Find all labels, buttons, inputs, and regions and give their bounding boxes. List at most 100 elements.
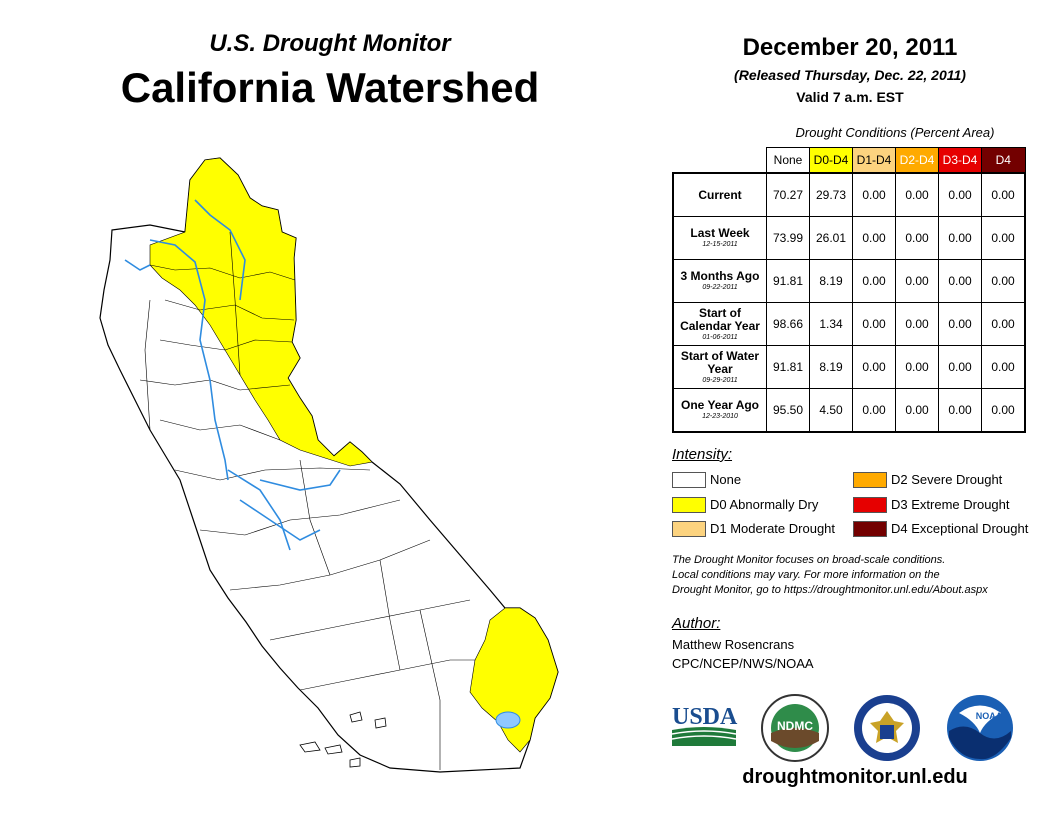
cell-value: 26.01 <box>809 216 853 260</box>
cell-value: 1.34 <box>809 302 853 346</box>
row-date: 09-29-2011 <box>702 376 738 384</box>
california-watershed-map <box>99 157 559 773</box>
cell-value: 0.00 <box>981 302 1026 346</box>
cell-value: 91.81 <box>766 259 810 303</box>
noaa-logo-text: NOAA <box>976 711 1003 721</box>
legend-item-d2: D2 Severe Drought <box>853 472 1043 490</box>
cell-value: 0.00 <box>938 216 982 260</box>
table-row: 3 Months Ago 09-22-2011 91.81 8.19 0.00 0… <box>672 259 1026 303</box>
cell-value: 0.00 <box>981 388 1026 433</box>
col-header-d4: D4 <box>981 147 1026 174</box>
map-title: California Watershed <box>120 64 540 111</box>
ndmc-logo: NDMC <box>761 694 829 762</box>
ndmc-logo-text: NDMC <box>777 719 813 733</box>
cell-value: 0.00 <box>938 388 982 433</box>
cell-value: 4.50 <box>809 388 853 433</box>
legend-label: D1 Moderate Drought <box>710 521 836 536</box>
table-row: Current 70.27 29.73 0.00 0.00 0.00 0.00 <box>672 172 1026 217</box>
cell-value: 0.00 <box>895 302 939 346</box>
cell-value: 0.00 <box>852 302 896 346</box>
channel-islands <box>299 711 387 768</box>
legend-swatch <box>672 521 706 537</box>
cell-value: 0.00 <box>938 172 982 217</box>
usda-logo-text: USDA <box>672 704 738 730</box>
row-label-last-week: Last Week 12-15-2011 <box>672 216 767 260</box>
cell-value: 0.00 <box>981 216 1026 260</box>
row-date: 09-22-2011 <box>702 284 738 291</box>
legend-label: D4 Exceptional Drought <box>891 521 1029 536</box>
cell-value: 29.73 <box>809 172 853 217</box>
author-org: CPC/NCEP/NWS/NOAA <box>672 656 814 671</box>
legend-swatch <box>853 472 887 488</box>
author-name: Matthew Rosencrans <box>672 637 795 652</box>
cell-value: 0.00 <box>895 388 939 433</box>
legend-item-d1: D1 Moderate Drought <box>672 521 852 539</box>
cell-value: 0.00 <box>852 216 896 260</box>
row-label-start-calendar-year: Start of Calendar Year 01-06-2011 <box>672 302 767 346</box>
table-row: Start of Water Year 09-29-2011 91.81 8.19… <box>672 345 1026 389</box>
table-row: One Year Ago 12-23-2010 95.50 4.50 0.00 0… <box>672 388 1026 433</box>
disclaimer-line: Local conditions may vary. For more info… <box>672 569 940 581</box>
release-date: (Released Thursday, Dec. 22, 2011) <box>734 67 966 83</box>
cell-value: 0.00 <box>895 259 939 303</box>
legend-swatch <box>672 497 706 513</box>
cell-value: 0.00 <box>852 388 896 433</box>
cell-value: 8.19 <box>809 259 853 303</box>
cell-value: 0.00 <box>852 172 896 217</box>
salton-sea <box>495 711 521 729</box>
col-header-d1-d4: D1-D4 <box>852 147 896 174</box>
cell-value: 0.00 <box>895 216 939 260</box>
legend-item-d0: D0 Abnormally Dry <box>672 497 852 515</box>
cell-value: 73.99 <box>766 216 810 260</box>
table-header-row: None D0-D4 D1-D4 D2-D4 D3-D4 D4 <box>673 147 1026 174</box>
cell-value: 0.00 <box>938 259 982 303</box>
legend-item-none: None <box>672 472 852 490</box>
row-date: 12-23-2010 <box>702 413 738 420</box>
noaa-logo: NOAA <box>947 695 1013 761</box>
table-row: Last Week 12-15-2011 73.99 26.01 0.00 0.0… <box>672 216 1026 260</box>
row-date: 12-15-2011 <box>702 241 738 248</box>
col-header-d2-d4: D2-D4 <box>895 147 939 174</box>
row-label-one-year-ago: One Year Ago 12-23-2010 <box>672 388 767 433</box>
cell-value: 98.66 <box>766 302 810 346</box>
cell-value: 91.81 <box>766 345 810 389</box>
disclaimer-text: The Drought Monitor focuses on broad-sca… <box>672 553 1042 598</box>
legend-item-d4: D4 Exceptional Drought <box>853 521 1043 539</box>
cell-value: 0.00 <box>852 259 896 303</box>
cell-value: 8.19 <box>809 345 853 389</box>
footer-url[interactable]: droughtmonitor.unl.edu <box>742 766 968 788</box>
d0-region-south <box>469 607 559 753</box>
map-subtitle: U.S. Drought Monitor <box>209 30 451 57</box>
cell-value: 95.50 <box>766 388 810 433</box>
legend-item-d3: D3 Extreme Drought <box>853 497 1043 515</box>
table-row: Start of Calendar Year 01-06-2011 98.66 1… <box>672 302 1026 346</box>
usda-logo: USDA <box>671 704 738 746</box>
valid-time: Valid 7 a.m. EST <box>796 89 904 105</box>
map-date: December 20, 2011 <box>742 34 958 61</box>
d0-region-north <box>149 157 373 467</box>
legend-label: D3 Extreme Drought <box>891 497 1010 512</box>
cell-value: 0.00 <box>852 345 896 389</box>
col-header-d0-d4: D0-D4 <box>809 147 853 174</box>
commerce-seal-logo <box>854 695 920 761</box>
table-corner <box>673 148 767 174</box>
cell-value: 0.00 <box>895 172 939 217</box>
legend-label: D0 Abnormally Dry <box>710 497 819 512</box>
conditions-table: None D0-D4 D1-D4 D2-D4 D3-D4 D4 Current … <box>672 147 1026 433</box>
cell-value: 0.00 <box>981 259 1026 303</box>
disclaimer-line: The Drought Monitor focuses on broad-sca… <box>672 554 946 566</box>
cell-value: 0.00 <box>895 345 939 389</box>
col-header-none: None <box>766 147 810 174</box>
legend-swatch <box>853 497 887 513</box>
disclaimer-line: Drought Monitor, go to https://droughtmo… <box>672 584 988 596</box>
cell-value: 0.00 <box>938 345 982 389</box>
row-date: 01-06-2011 <box>702 333 738 341</box>
cell-value: 70.27 <box>766 172 810 217</box>
conditions-title: Drought Conditions (Percent Area) <box>795 125 995 140</box>
river-network <box>124 199 341 551</box>
legend-swatch <box>672 472 706 488</box>
cell-value: 0.00 <box>981 172 1026 217</box>
legend-label: None <box>710 472 742 487</box>
col-header-d3-d4: D3-D4 <box>938 147 982 174</box>
legend-swatch <box>853 521 887 537</box>
